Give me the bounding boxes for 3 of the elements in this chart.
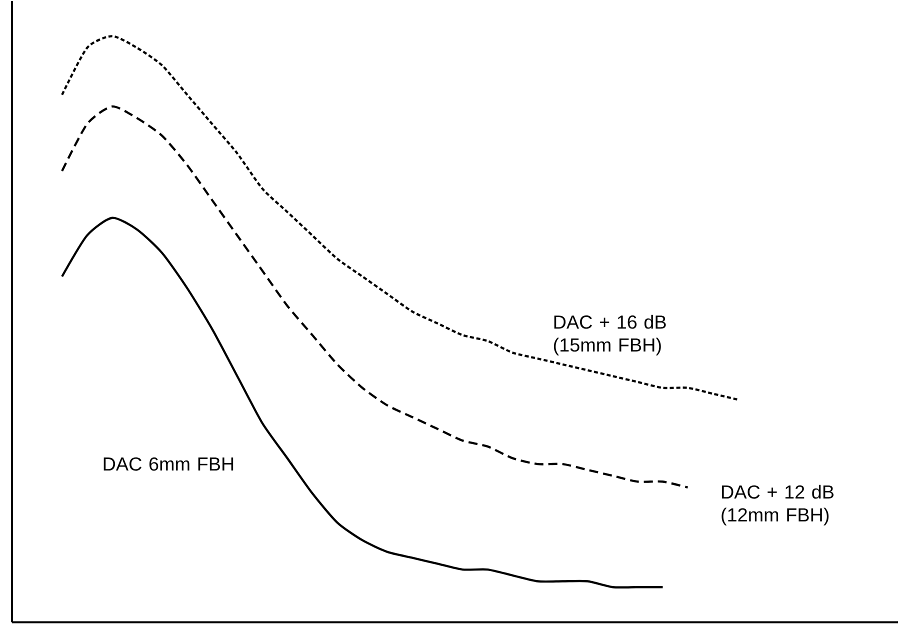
- text: DAC 6mm FBH: [104, 457, 234, 471]
- series-label: DAC + 16 dB (15mm FBH): [554, 314, 666, 356]
- series-label: DAC + 12 dB (12mm FBH): [722, 484, 834, 526]
